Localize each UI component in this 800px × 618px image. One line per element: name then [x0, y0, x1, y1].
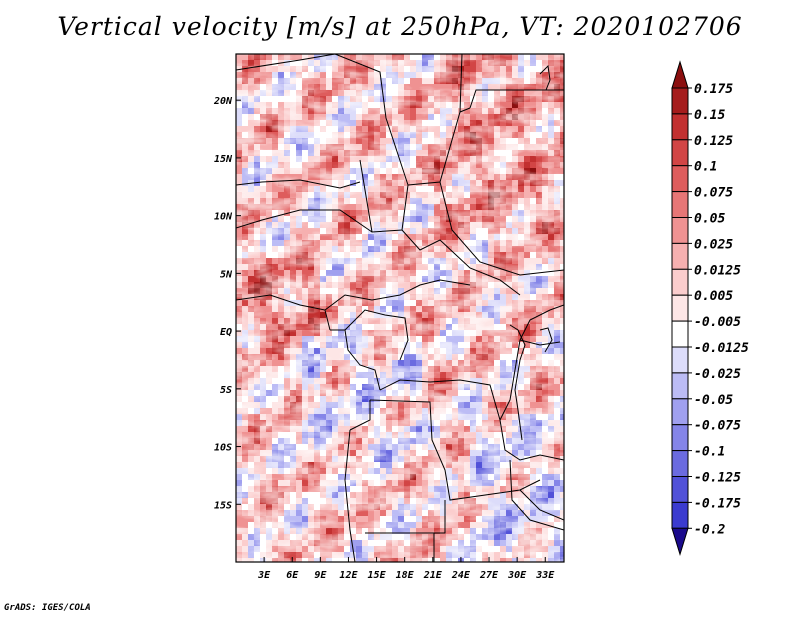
colorbar-label: -0.075: [694, 419, 741, 434]
colorbar-segment: [671, 294, 689, 322]
x-tick-label: 9E: [314, 570, 327, 581]
colorbar-label: 0.025: [694, 237, 733, 252]
colorbar-segment: [671, 217, 689, 244]
country-borders: [236, 54, 564, 562]
colorbar-segment: [671, 450, 689, 478]
map-axes: 3E 6E 9E 12E 15E 18E 21E 24E 27E 30E 33E 20N 15N 10N 5…: [213, 96, 555, 581]
colorbar-segment: [671, 424, 689, 452]
colorbar-label: 0.075: [694, 186, 733, 201]
x-tick-label: 33E: [535, 570, 555, 581]
colorbar-bottom-arrow: [671, 527, 689, 557]
y-tick-label: 20N: [213, 96, 233, 107]
colorbar-label: 0.15: [694, 108, 725, 123]
colorbar-segment: [671, 87, 689, 115]
colorbar-label: 0.005: [694, 289, 733, 304]
y-tick-label: 15S: [214, 500, 232, 511]
colorbar-label: -0.005: [694, 315, 741, 330]
y-tick-label: 15N: [214, 154, 233, 165]
colorbar-label: -0.0125: [694, 341, 749, 356]
colorbar-label: -0.2: [694, 522, 725, 537]
colorbar-label: -0.125: [694, 471, 741, 486]
x-tick-label: 15E: [368, 570, 387, 581]
colorbar-segment: [671, 165, 689, 193]
y-tick-label: 5S: [220, 385, 232, 396]
y-tick-label: 10S: [214, 443, 232, 454]
colorbar-segment: [671, 139, 689, 167]
colorbar-top-arrow: [671, 60, 689, 89]
colorbar-label: -0.025: [694, 367, 741, 382]
colorbar-segment: [671, 268, 689, 296]
velocity-field: [236, 54, 564, 562]
colorbar: 0.175 0.15 0.125 0.1 0.075 0.05 0.025 0.0125 0.0…: [671, 60, 749, 557]
colorbar-label: 0.05: [694, 212, 725, 227]
colorbar-segment: [671, 372, 689, 400]
x-tick-label: 12E: [339, 570, 358, 581]
colorbar-segment: [671, 113, 689, 141]
map-title: Vertical velocity [m/s] at 250hPa, VT: 2…: [57, 12, 743, 41]
colorbar-segment: [671, 501, 689, 529]
colorbar-segment: [671, 476, 689, 503]
x-tick-label: 27E: [479, 570, 499, 581]
colorbar-label: 0.175: [694, 82, 733, 97]
colorbar-segment: [671, 346, 689, 374]
colorbar-segment: [671, 320, 689, 348]
colorbar-label: -0.05: [694, 393, 733, 408]
grads-credit: GrADS: IGES/COLA: [4, 603, 91, 613]
x-tick-label: 21E: [423, 570, 443, 581]
colorbar-label: -0.1: [694, 445, 725, 460]
colorbar-segment: [671, 398, 689, 426]
plot-frame: [235, 53, 565, 563]
colorbar-label: 0.0125: [694, 263, 741, 278]
colorbar-label: 0.125: [694, 134, 733, 149]
colorbar-segment: [671, 242, 689, 270]
colorbar-label: 0.1: [694, 160, 717, 175]
colorbar-segment: [671, 191, 689, 219]
x-tick-label: 3E: [257, 570, 271, 581]
y-tick-label: 10N: [214, 212, 233, 223]
y-tick-label: EQ: [220, 327, 232, 338]
x-tick-label: 18E: [396, 570, 415, 581]
x-tick-label: 30E: [507, 570, 527, 581]
y-tick-label: 5N: [220, 269, 233, 280]
x-tick-label: 6E: [286, 570, 299, 581]
colorbar-label: -0.175: [694, 496, 741, 511]
x-tick-label: 24E: [451, 570, 471, 581]
